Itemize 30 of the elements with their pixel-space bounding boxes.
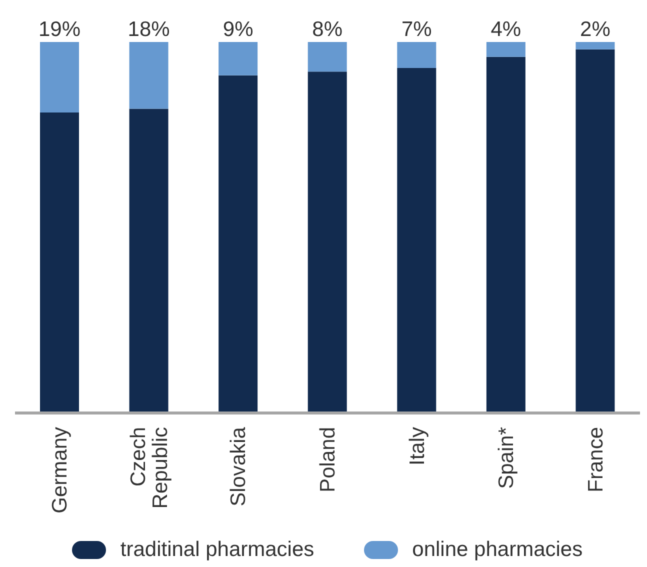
data-label: 2% bbox=[580, 18, 610, 41]
bar bbox=[486, 56, 526, 413]
data-label: 18% bbox=[128, 18, 170, 41]
data-label: 8% bbox=[312, 18, 343, 41]
x-tick-label: Italy bbox=[406, 426, 429, 466]
bar bbox=[576, 49, 615, 413]
x-tick-label: Poland bbox=[316, 427, 340, 492]
bar bbox=[40, 42, 79, 112]
bar bbox=[218, 42, 258, 76]
legend-label: online pharmacies bbox=[412, 538, 583, 562]
x-tick-label: Spain* bbox=[495, 427, 518, 489]
bar bbox=[308, 42, 347, 72]
bar bbox=[218, 75, 258, 413]
bar bbox=[129, 42, 168, 109]
data-label: 19% bbox=[38, 18, 81, 41]
bar bbox=[397, 68, 436, 413]
bar bbox=[308, 72, 347, 413]
data-label: 4% bbox=[490, 18, 522, 41]
data-label: 7% bbox=[401, 18, 432, 41]
bar bbox=[486, 42, 526, 57]
x-tick-label: Slovakia bbox=[227, 426, 250, 506]
bar bbox=[397, 42, 436, 68]
data-label: 9% bbox=[222, 18, 254, 41]
bar bbox=[576, 42, 615, 50]
x-tick-label: Germany bbox=[48, 426, 72, 514]
bar bbox=[129, 108, 168, 413]
bar bbox=[40, 112, 79, 413]
x-tick-label: Czech Republic bbox=[126, 427, 172, 509]
legend-label: traditinal pharmacies bbox=[120, 538, 314, 562]
x-tick-label: France bbox=[584, 427, 608, 492]
